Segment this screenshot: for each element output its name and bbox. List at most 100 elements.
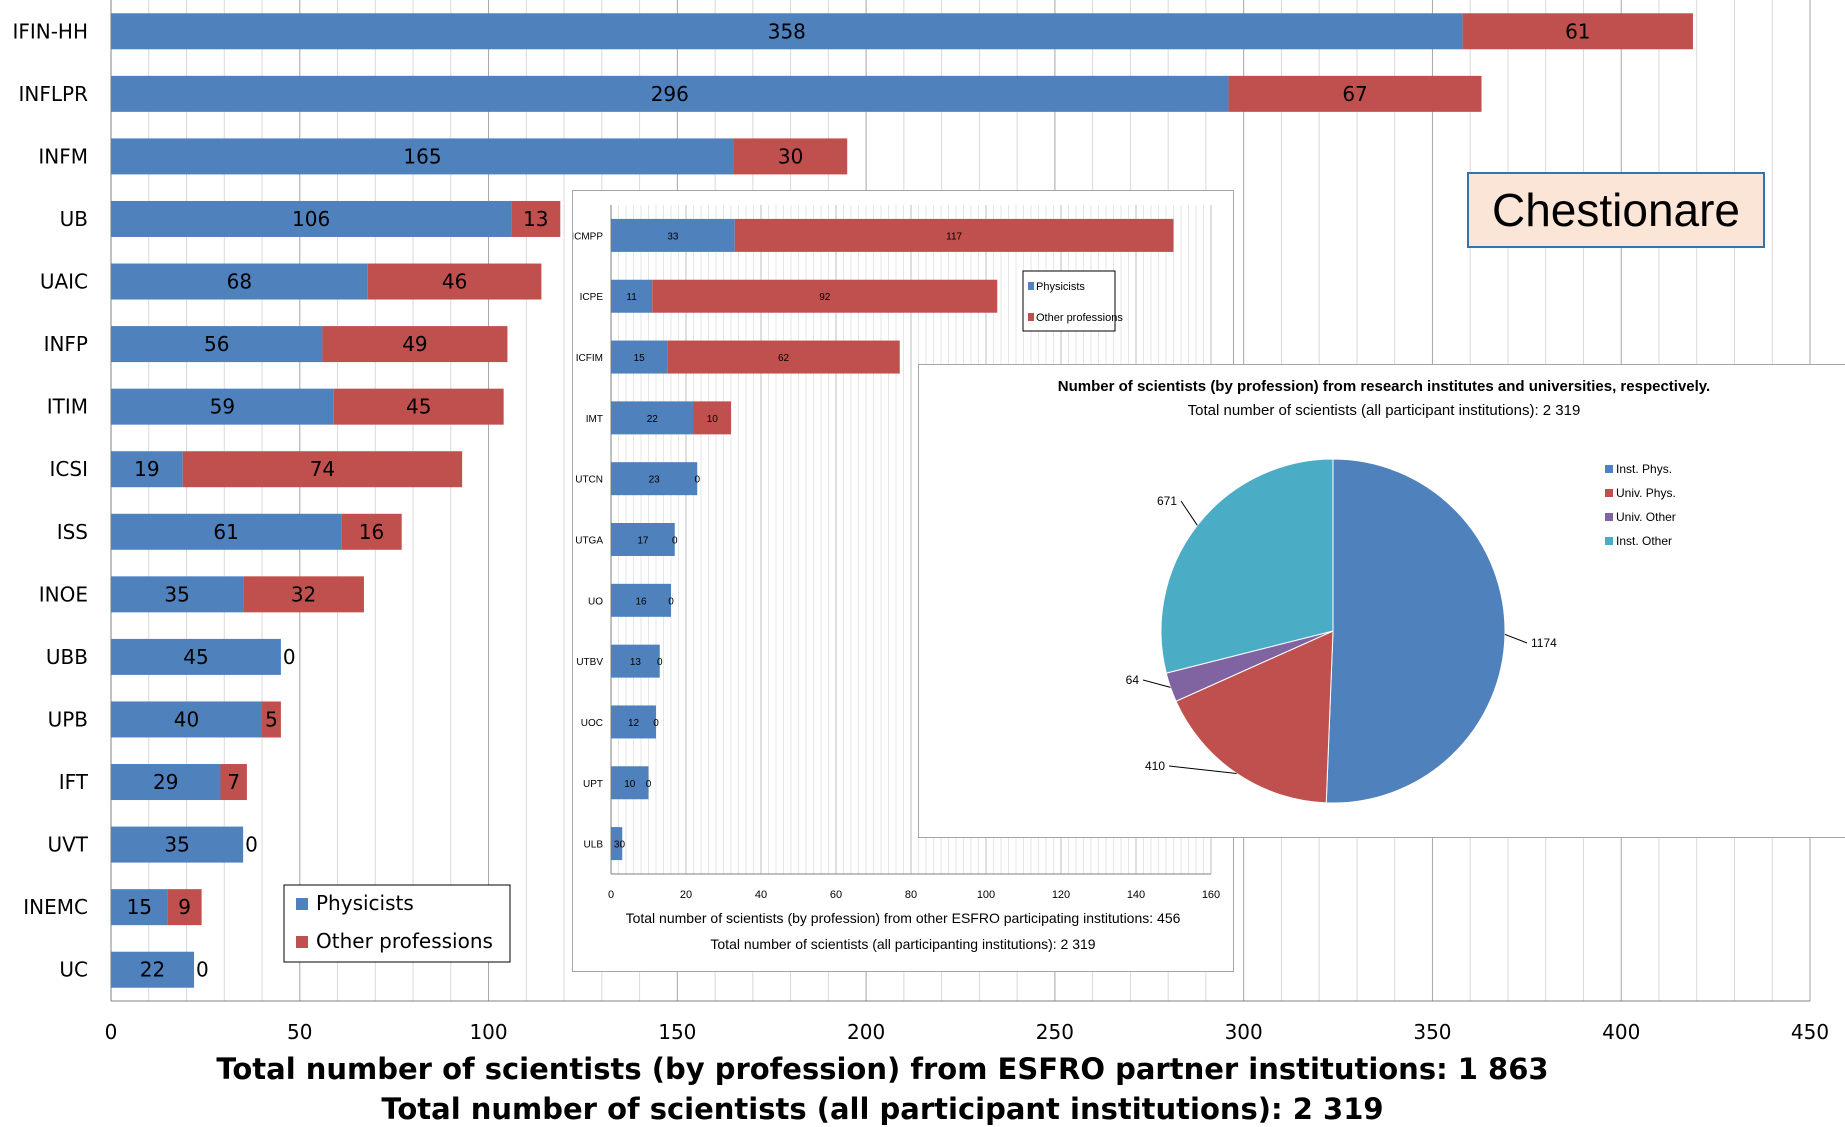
data-label-other-professions: 9: [178, 895, 191, 919]
data-label-other-professions: 0: [657, 657, 663, 668]
x-tick-label: 350: [1413, 1020, 1451, 1044]
data-label-other-professions: 0: [694, 475, 700, 486]
x-tick-label: 40: [755, 889, 767, 901]
pie-legend-label: Inst. Phys.: [1616, 462, 1672, 476]
pie-data-label: 64: [1126, 673, 1140, 687]
bar-physicists: [111, 576, 244, 613]
bar-physicists: [611, 766, 649, 800]
x-tick-label: 0: [105, 1020, 118, 1044]
pie-leader-line: [1142, 679, 1171, 688]
bar-physicists: [111, 826, 244, 863]
data-label-other-professions: 67: [1342, 82, 1367, 106]
data-label-physicists: 45: [183, 645, 208, 669]
bar-other-professions: [734, 218, 1174, 252]
bar-physicists: [611, 401, 694, 435]
pie-slice: [1160, 458, 1334, 674]
chestionare-callout: Chestionare: [1467, 172, 1765, 248]
bar-physicists: [111, 701, 263, 738]
x-tick-label: 60: [830, 889, 842, 901]
data-label-other-professions: 16: [359, 520, 384, 544]
bar-physicists: [111, 200, 512, 237]
x-tick-label: 140: [1127, 889, 1145, 901]
data-label-other-professions: 0: [646, 779, 652, 790]
bar-physicists: [611, 583, 671, 617]
data-label-other-professions: 0: [653, 718, 659, 729]
data-label-physicists: 106: [292, 207, 330, 231]
pie-data-label: 1174: [1531, 636, 1557, 650]
data-label-physicists: 19: [134, 457, 159, 481]
bar-physicists: [611, 523, 675, 556]
pie-data-label: 410: [1145, 759, 1165, 773]
data-label-physicists: 13: [630, 657, 642, 668]
bar-physicists: [611, 827, 623, 861]
bar-other-professions: [167, 889, 202, 926]
bar-physicists: [111, 75, 1229, 112]
category-label: ISS: [57, 520, 88, 544]
category-label: UPT: [583, 779, 603, 790]
x-tick-label: 200: [847, 1020, 885, 1044]
pie-legend-swatch: [1605, 513, 1613, 521]
bar-other-professions: [693, 401, 731, 435]
x-tick-label: 100: [977, 889, 995, 901]
category-label: ICPE: [580, 292, 604, 303]
data-label-other-professions: 0: [196, 958, 209, 982]
pie-subtitle: Total number of scientists (all particip…: [1188, 402, 1581, 419]
category-label: IMT: [586, 414, 603, 425]
data-label-other-professions: 0: [283, 645, 296, 669]
pie-legend-label: Inst. Other: [1616, 534, 1672, 548]
bar-other-professions: [322, 326, 508, 363]
bar-physicists: [611, 462, 698, 496]
callout-label: Chestionare: [1491, 184, 1741, 236]
category-label: INFP: [44, 332, 88, 356]
category-label: UC: [59, 958, 88, 982]
pie-legend-swatch: [1605, 465, 1613, 473]
data-label-physicists: 33: [667, 231, 679, 242]
data-label-other-professions: 13: [523, 207, 548, 231]
pie-legend-swatch: [1605, 489, 1613, 497]
category-label: IFIN-HH: [12, 19, 88, 43]
bar-physicists: [111, 764, 221, 801]
data-label-other-professions: 74: [310, 457, 335, 481]
x-tick-label: 300: [1225, 1020, 1263, 1044]
legend-box: [1022, 270, 1116, 332]
x-tick-label: 400: [1602, 1020, 1640, 1044]
data-label-other-professions: 0: [245, 833, 258, 857]
data-label-physicists: 15: [127, 895, 152, 919]
bar-physicists: [111, 638, 281, 675]
bar-other-professions: [182, 451, 463, 488]
data-label-other-professions: 30: [778, 144, 803, 168]
bar-physicists: [611, 279, 653, 313]
data-label-other-professions: 10: [707, 414, 719, 425]
category-label: IFT: [59, 770, 89, 794]
bar-physicists: [111, 388, 334, 425]
bar-physicists: [111, 951, 195, 988]
category-label: UOC: [581, 718, 603, 729]
bar-other-professions: [367, 263, 542, 300]
x-tick-label: 50: [287, 1020, 312, 1044]
bar-other-professions: [733, 138, 848, 175]
bar-physicists: [611, 705, 656, 739]
category-label: ICSI: [50, 457, 88, 481]
data-label-other-professions: 0: [619, 840, 625, 851]
bar-other-professions: [243, 576, 364, 613]
pie-leader-line: [1504, 633, 1528, 644]
category-label: INEMC: [23, 895, 88, 919]
bar-other-professions: [220, 764, 247, 801]
data-label-physicists: 23: [649, 475, 661, 486]
inset-bar-caption-line: Total number of scientists (all particip…: [710, 936, 1095, 952]
data-label-other-professions: 49: [402, 332, 427, 356]
pie-leader-line: [1180, 500, 1198, 526]
bar-physicists: [111, 451, 183, 488]
bar-other-professions: [511, 200, 561, 237]
data-label-other-professions: 92: [819, 292, 831, 303]
category-label: ITIM: [47, 395, 88, 419]
data-label-physicists: 56: [204, 332, 229, 356]
pie-title: Number of scientists (by profession) fro…: [1058, 378, 1710, 395]
x-tick-label: 120: [1052, 889, 1070, 901]
data-label-physicists: 165: [403, 144, 441, 168]
x-tick-label: 150: [658, 1020, 696, 1044]
main-chart-caption-line-2: Total number of scientists (all particip…: [381, 1092, 1384, 1126]
category-label: ICFIM: [576, 353, 603, 364]
data-label-other-professions: 45: [406, 395, 431, 419]
